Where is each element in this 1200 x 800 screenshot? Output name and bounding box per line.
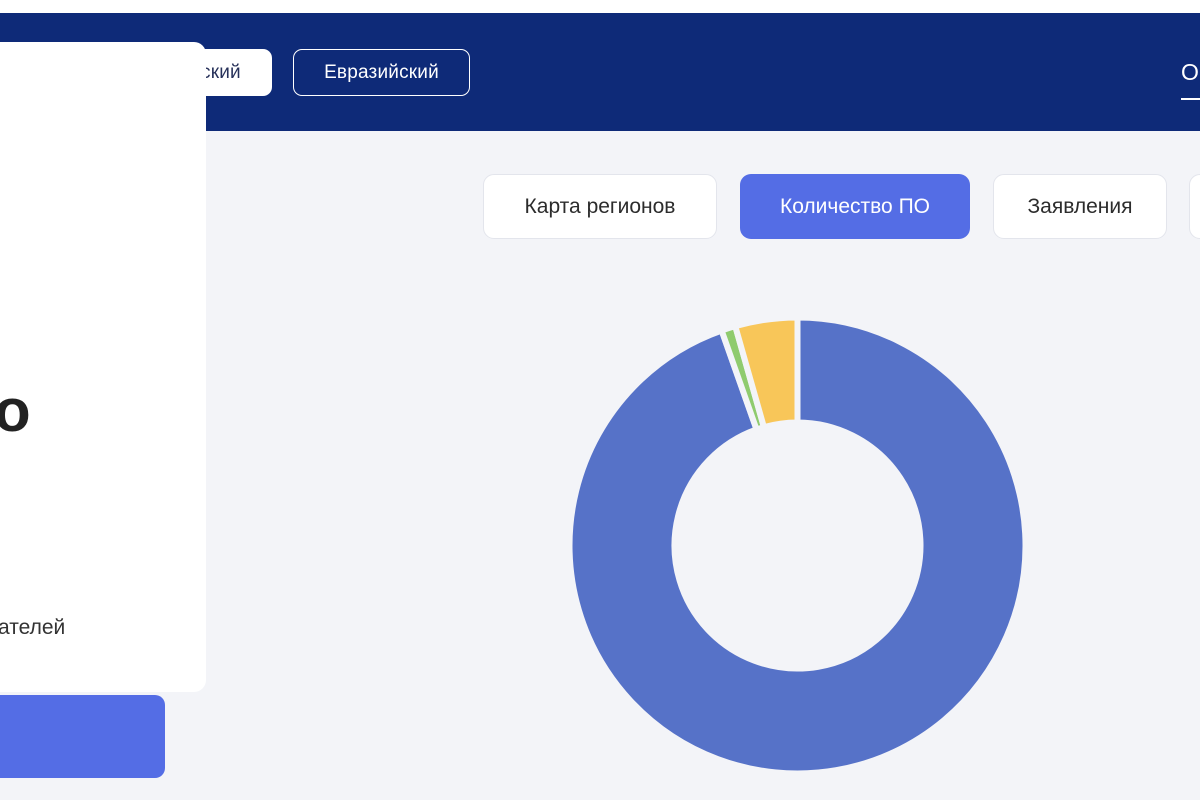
- tab-applications[interactable]: Заявления: [993, 174, 1167, 239]
- info-card-action-button[interactable]: [0, 695, 165, 778]
- donut-slice-3[interactable]: [732, 314, 801, 431]
- header-link-cropped[interactable]: О: [1181, 59, 1199, 85]
- info-card-caption: ателей: [0, 616, 66, 639]
- donut-chart: [566, 314, 1029, 777]
- header-link-underline: [1181, 98, 1200, 100]
- info-card-heading: о: [0, 377, 31, 444]
- tab-regions-map[interactable]: Карта регионов: [483, 174, 717, 239]
- donut-slice-1[interactable]: [566, 314, 1029, 777]
- segment-eurasian-button[interactable]: Евразийский: [293, 49, 470, 96]
- tab-more-cropped[interactable]: [1189, 174, 1200, 239]
- tab-software-count[interactable]: Количество ПО: [740, 174, 970, 239]
- top-strip: [0, 0, 1200, 13]
- info-card: [0, 42, 206, 692]
